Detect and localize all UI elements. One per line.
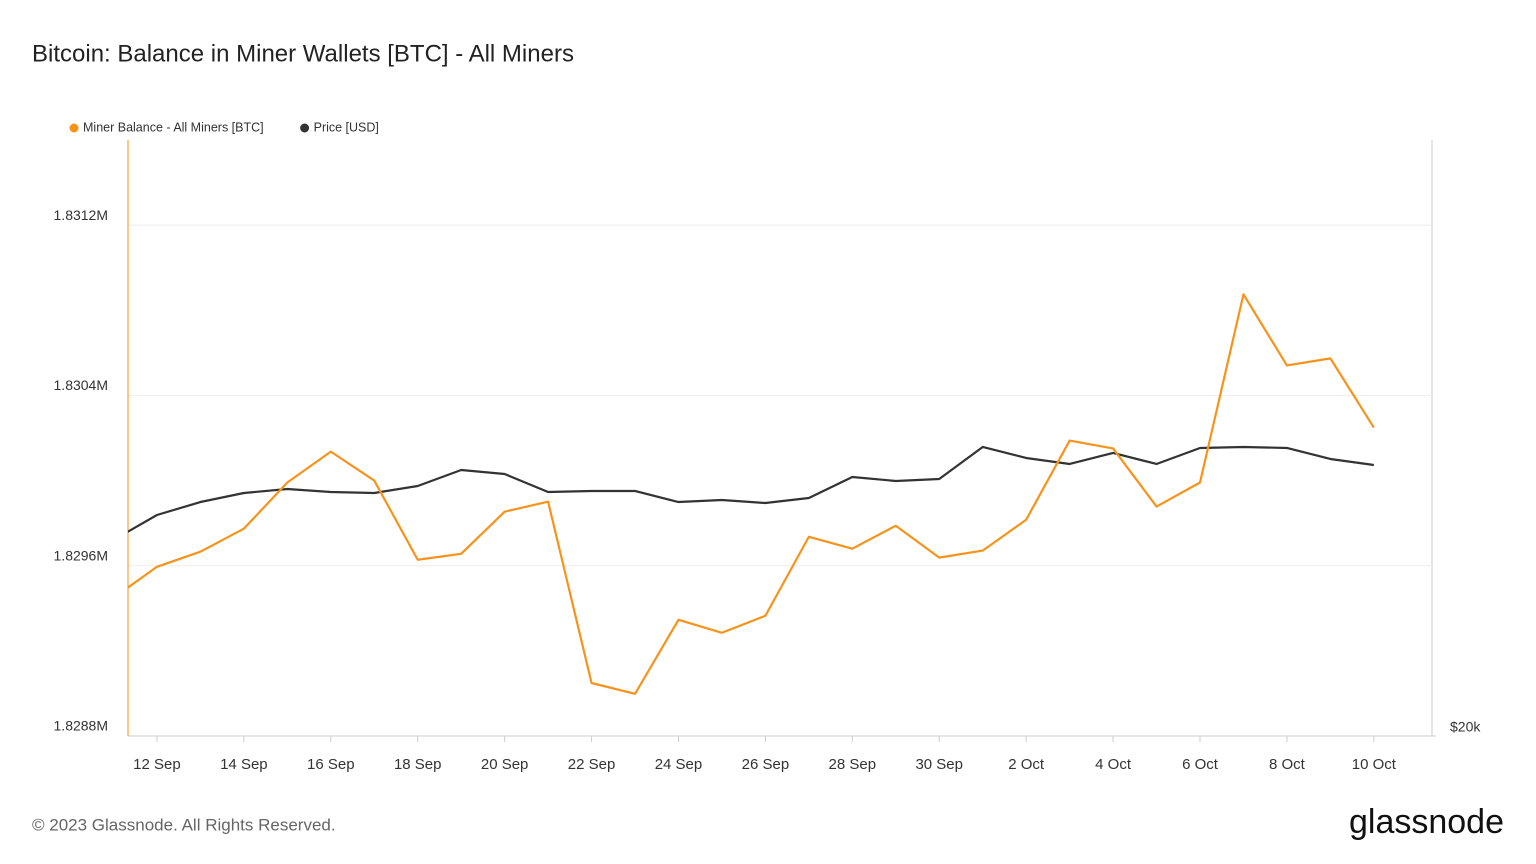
x-tick-label: 30 Sep bbox=[915, 756, 963, 773]
y2-tick-label: $20k bbox=[1450, 719, 1481, 735]
x-tick-label: 10 Oct bbox=[1352, 756, 1397, 773]
x-tick-label: 12 Sep bbox=[133, 756, 181, 773]
x-tick-label: 14 Sep bbox=[220, 756, 268, 773]
chart-title: Bitcoin: Balance in Miner Wallets [BTC] … bbox=[32, 40, 574, 67]
x-tick-label: 16 Sep bbox=[307, 756, 355, 773]
footer: © 2023 Glassnode. All Rights Reserved. bbox=[32, 815, 336, 834]
y-tick-label: 1.8304M bbox=[54, 377, 108, 393]
x-tick-label: 22 Sep bbox=[568, 756, 616, 773]
legend-label: Miner Balance - All Miners [BTC] bbox=[83, 120, 264, 134]
y-tick-label: 1.8288M bbox=[54, 718, 108, 734]
x-tick-label: 20 Sep bbox=[481, 756, 529, 773]
x-tick-label: 4 Oct bbox=[1095, 756, 1132, 773]
series-line bbox=[128, 445, 1374, 533]
x-tick-label: 18 Sep bbox=[394, 756, 442, 773]
x-tick-label: 26 Sep bbox=[742, 756, 790, 773]
x-tick-label: 6 Oct bbox=[1182, 756, 1219, 773]
y-tick-label: 1.8312M bbox=[54, 207, 108, 223]
series-line bbox=[128, 293, 1375, 695]
logo: glassnode bbox=[1349, 803, 1504, 841]
x-tick-label: 28 Sep bbox=[829, 756, 877, 773]
x-tick-label: 2 Oct bbox=[1008, 756, 1045, 773]
x-tick-label: 8 Oct bbox=[1269, 756, 1306, 773]
legend-label: Price [USD] bbox=[314, 120, 379, 134]
y-tick-label: 1.8296M bbox=[54, 547, 108, 563]
legend-marker bbox=[300, 123, 310, 133]
legend-marker bbox=[69, 123, 79, 133]
x-tick-label: 24 Sep bbox=[655, 756, 703, 773]
